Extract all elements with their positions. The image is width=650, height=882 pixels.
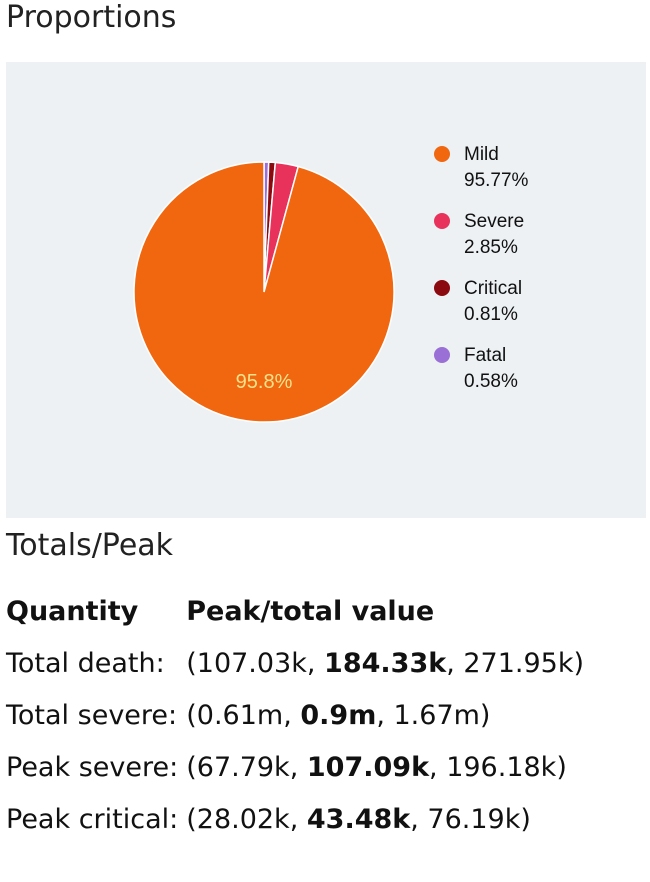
legend-marker-fatal[interactable] — [434, 347, 450, 363]
legend-marker-severe[interactable] — [434, 213, 450, 229]
legend-value-fatal: 0.58% — [464, 371, 518, 392]
value-low: 67.79k — [196, 752, 290, 783]
value-mid: 0.9m — [300, 700, 377, 731]
totals-title: Totals/Peak — [6, 528, 174, 563]
value-low: 107.03k — [196, 648, 307, 679]
legend-label-mild[interactable]: Mild — [464, 144, 499, 165]
legend-value-mild: 95.77% — [464, 170, 529, 191]
value-cell: (0.61m, 0.9m, 1.67m) — [186, 700, 491, 731]
table-row: Total death: (107.03k, 184.33k, 271.95k) — [6, 648, 584, 700]
value-mid: 43.48k — [306, 804, 411, 835]
totals-table: Quantity Peak/total value Total death: (… — [6, 596, 584, 856]
value-high: 196.18k — [446, 752, 557, 783]
pie-chart: 95.8% Mild 95.77% Severe 2.85% Critical 0.81%… — [133, 144, 529, 423]
column-header-quantity: Quantity — [6, 596, 139, 627]
value-low: 0.61m — [196, 700, 284, 731]
value-cell: (67.79k, 107.09k, 196.18k) — [186, 752, 567, 783]
table-row: Peak severe: (67.79k, 107.09k, 196.18k) — [6, 752, 584, 804]
quantity-cell: Total death: — [6, 648, 165, 679]
table-row: Total severe: (0.61m, 0.9m, 1.67m) — [6, 700, 584, 752]
value-cell: (28.02k, 43.48k, 76.19k) — [186, 804, 531, 835]
table-row: Peak critical: (28.02k, 43.48k, 76.19k) — [6, 804, 584, 856]
value-mid: 107.09k — [306, 752, 430, 783]
legend-label-fatal[interactable]: Fatal — [464, 345, 506, 366]
value-mid: 184.33k — [324, 648, 447, 679]
table-header-row: Quantity Peak/total value — [6, 596, 584, 648]
chart-panel: 95.8% Mild 95.77% Severe 2.85% Critical 0.81%… — [6, 62, 646, 518]
legend-label-severe[interactable]: Severe — [464, 211, 524, 232]
value-cell: (107.03k, 184.33k, 271.95k) — [186, 648, 585, 679]
legend-marker-mild[interactable] — [434, 146, 450, 162]
pie-slice-mild[interactable] — [133, 161, 395, 423]
proportions-title: Proportions — [6, 0, 177, 35]
value-high: 271.95k — [463, 648, 574, 679]
quantity-cell: Peak severe: — [6, 752, 179, 783]
column-header-value: Peak/total value — [186, 596, 435, 627]
legend-value-severe: 2.85% — [464, 237, 518, 258]
value-low: 28.02k — [196, 804, 290, 835]
legend-marker-critical[interactable] — [434, 280, 450, 296]
value-high: 76.19k — [427, 804, 521, 835]
legend-label-critical[interactable]: Critical — [464, 278, 522, 299]
quantity-cell: Total severe: — [6, 700, 178, 731]
legend-value-critical: 0.81% — [464, 304, 518, 325]
quantity-cell: Peak critical: — [6, 804, 179, 835]
value-high: 1.67m — [393, 700, 480, 731]
slice-label-mild: 95.8% — [236, 371, 293, 393]
